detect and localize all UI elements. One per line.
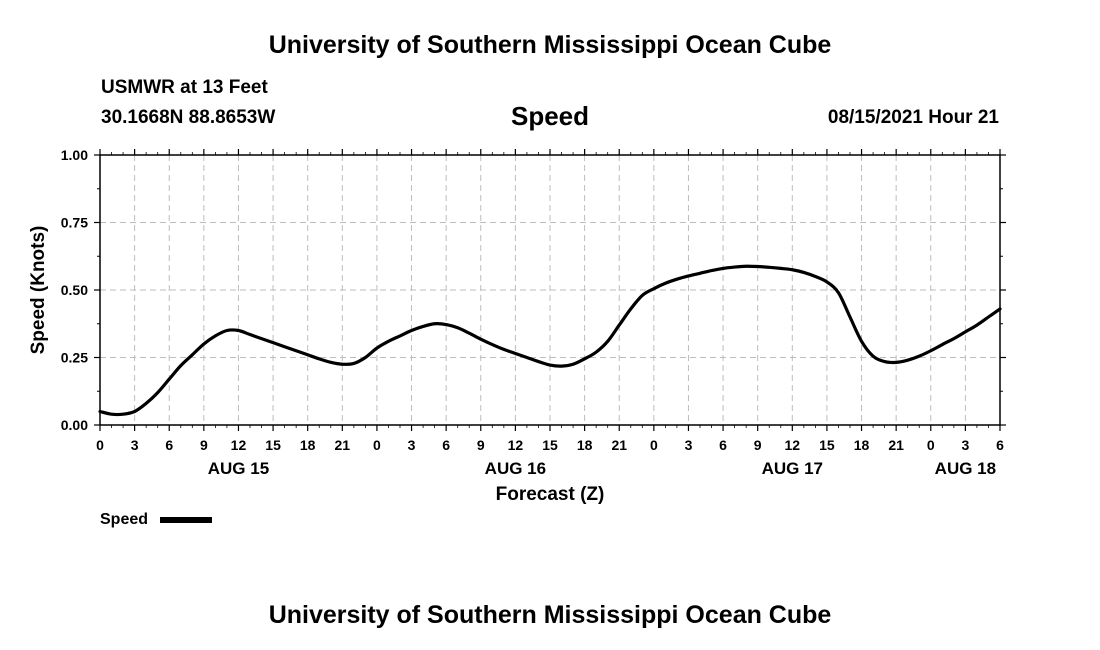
x-tick-label: 15 bbox=[265, 437, 281, 453]
x-tick-label: 3 bbox=[685, 437, 693, 453]
x-tick-label: 12 bbox=[785, 437, 801, 453]
x-tick-label: 21 bbox=[611, 437, 627, 453]
station-name: USMWR at 13 Feet bbox=[101, 77, 268, 98]
date-label: AUG 17 bbox=[762, 459, 823, 478]
legend-swatch bbox=[160, 517, 212, 523]
x-tick-label: 15 bbox=[819, 437, 835, 453]
axis-ticks bbox=[94, 149, 1006, 431]
x-tick-label: 9 bbox=[754, 437, 762, 453]
y-tick-label: 1.00 bbox=[61, 147, 88, 163]
x-tick-label: 0 bbox=[650, 437, 658, 453]
x-tick-label: 18 bbox=[854, 437, 870, 453]
page-title: University of Southern Mississippi Ocean… bbox=[268, 31, 832, 59]
forecast-datetime: 08/15/2021 Hour 21 bbox=[827, 107, 999, 128]
x-tick-label: 12 bbox=[231, 437, 247, 453]
grid-lines bbox=[100, 155, 1000, 425]
axis-labels: 0.00 0.25 0.50 0.75 1.00 0 3 6 9 12 15 18 21 0 3 6 9 12 15… bbox=[61, 147, 1004, 478]
speed-series-line bbox=[98, 264, 1002, 417]
x-tick-label: 0 bbox=[96, 437, 104, 453]
y-tick-label: 0.50 bbox=[61, 282, 88, 298]
x-tick-label: 18 bbox=[577, 437, 593, 453]
x-tick-label: 21 bbox=[335, 437, 351, 453]
x-tick-label: 3 bbox=[408, 437, 416, 453]
x-tick-label: 3 bbox=[961, 437, 969, 453]
x-tick-label: 0 bbox=[927, 437, 935, 453]
x-tick-label: 9 bbox=[477, 437, 485, 453]
x-tick-label: 6 bbox=[442, 437, 450, 453]
station-coordinates: 30.1668N 88.8653W bbox=[101, 107, 276, 128]
date-label: AUG 16 bbox=[485, 459, 546, 478]
date-label: AUG 15 bbox=[208, 459, 269, 478]
y-tick-label: 0.25 bbox=[61, 350, 88, 366]
x-axis-title: Forecast (Z) bbox=[496, 484, 605, 505]
x-tick-label: 9 bbox=[200, 437, 208, 453]
x-tick-label: 6 bbox=[719, 437, 727, 453]
x-tick-label: 6 bbox=[165, 437, 173, 453]
x-tick-label: 12 bbox=[508, 437, 524, 453]
y-tick-label: 0.00 bbox=[61, 417, 88, 433]
chart-title: Speed bbox=[510, 101, 590, 131]
legend-label: Speed bbox=[100, 511, 148, 528]
x-tick-label: 18 bbox=[300, 437, 316, 453]
x-tick-label: 6 bbox=[996, 437, 1004, 453]
footer-title: University of Southern Mississippi Ocean… bbox=[268, 601, 832, 629]
date-label: AUG 18 bbox=[935, 459, 996, 478]
x-tick-label: 3 bbox=[131, 437, 139, 453]
y-tick-label: 0.75 bbox=[61, 215, 88, 231]
x-tick-label: 21 bbox=[888, 437, 904, 453]
y-axis-title: Speed (Knots) bbox=[28, 226, 49, 355]
x-tick-label: 0 bbox=[373, 437, 381, 453]
x-tick-label: 15 bbox=[542, 437, 558, 453]
